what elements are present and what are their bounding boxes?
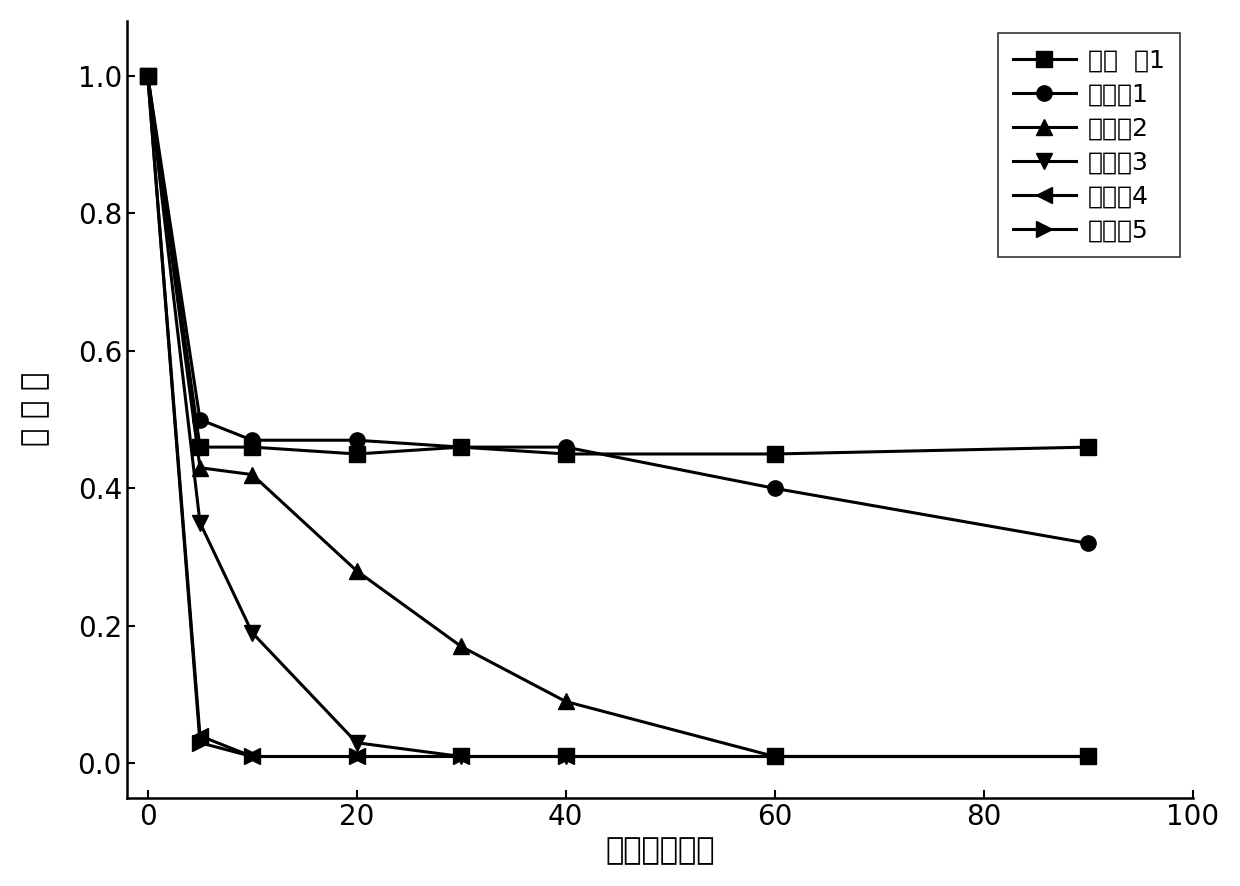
实施例1 — [558, 442, 573, 453]
实施例3 — [1081, 751, 1096, 762]
实施例4 — [1081, 751, 1096, 762]
实施例4 — [244, 751, 259, 762]
X-axis label: 时间（分钟）: 时间（分钟） — [605, 836, 714, 865]
Y-axis label: 降 解 率: 降 解 率 — [21, 372, 50, 447]
Line: 实施例3: 实施例3 — [140, 68, 1096, 764]
Line: 实施例1: 实施例1 — [140, 68, 1096, 551]
实施例3 — [454, 751, 469, 762]
实施例2 — [454, 641, 469, 652]
Legend: 对比  例1, 实施例1, 实施例2, 实施例3, 实施例4, 实施例5: 对比 例1, 实施例1, 实施例2, 实施例3, 实施例4, 实施例5 — [998, 34, 1180, 257]
对比  例1 — [140, 71, 155, 82]
实施例2 — [558, 696, 573, 707]
实施例3 — [140, 71, 155, 82]
对比  例1 — [244, 442, 259, 453]
实施例5 — [768, 751, 782, 762]
实施例2 — [1081, 751, 1096, 762]
实施例1 — [1081, 538, 1096, 548]
Line: 实施例2: 实施例2 — [140, 68, 1096, 764]
实施例1 — [350, 435, 365, 446]
实施例5 — [140, 71, 155, 82]
实施例1 — [140, 71, 155, 82]
对比  例1 — [1081, 442, 1096, 453]
实施例2 — [140, 71, 155, 82]
实施例3 — [558, 751, 573, 762]
对比  例1 — [768, 448, 782, 459]
Line: 对比  例1: 对比 例1 — [140, 68, 1096, 462]
实施例5 — [454, 751, 469, 762]
实施例2 — [192, 462, 207, 473]
实施例5 — [558, 751, 573, 762]
实施例4 — [192, 731, 207, 742]
实施例5 — [350, 751, 365, 762]
实施例3 — [768, 751, 782, 762]
实施例4 — [558, 751, 573, 762]
实施例5 — [192, 737, 207, 748]
实施例1 — [768, 483, 782, 494]
实施例4 — [768, 751, 782, 762]
实施例2 — [244, 470, 259, 480]
实施例4 — [140, 71, 155, 82]
实施例2 — [350, 565, 365, 576]
实施例1 — [244, 435, 259, 446]
实施例1 — [192, 415, 207, 425]
对比  例1 — [558, 448, 573, 459]
对比  例1 — [454, 442, 469, 453]
实施例3 — [192, 517, 207, 528]
Line: 实施例4: 实施例4 — [140, 68, 1096, 764]
实施例5 — [244, 751, 259, 762]
实施例1 — [454, 442, 469, 453]
实施例5 — [1081, 751, 1096, 762]
对比  例1 — [350, 448, 365, 459]
对比  例1 — [192, 442, 207, 453]
实施例3 — [350, 737, 365, 748]
Line: 实施例5: 实施例5 — [140, 68, 1096, 764]
实施例3 — [244, 627, 259, 638]
实施例4 — [454, 751, 469, 762]
实施例2 — [768, 751, 782, 762]
实施例4 — [350, 751, 365, 762]
